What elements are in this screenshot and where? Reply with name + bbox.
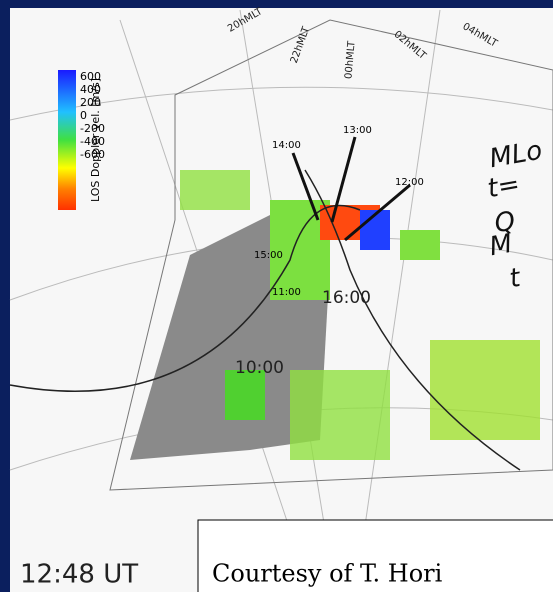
- time-label: 11:00: [272, 287, 301, 298]
- colorbar: [58, 70, 76, 210]
- colorbar-tick: 0: [80, 109, 87, 122]
- page: 6004002000-200-400-600 LOS Doppler vel. …: [0, 0, 553, 592]
- slide: 6004002000-200-400-600 LOS Doppler vel. …: [0, 0, 553, 592]
- time-label: 15:00: [254, 250, 283, 261]
- handwriting: t=: [485, 169, 522, 204]
- time-label: 10:00: [235, 358, 284, 378]
- colorbar-label: LOS Doppler vel. [m/s]: [89, 78, 102, 202]
- time-label: 13:00: [343, 125, 372, 136]
- credit: Courtesy of T. Hori: [212, 560, 443, 588]
- timestamp: 12:48 UT: [20, 560, 138, 590]
- time-label: 16:00: [322, 288, 371, 308]
- time-label: 12:00: [395, 177, 424, 188]
- time-label: 14:00: [272, 140, 301, 151]
